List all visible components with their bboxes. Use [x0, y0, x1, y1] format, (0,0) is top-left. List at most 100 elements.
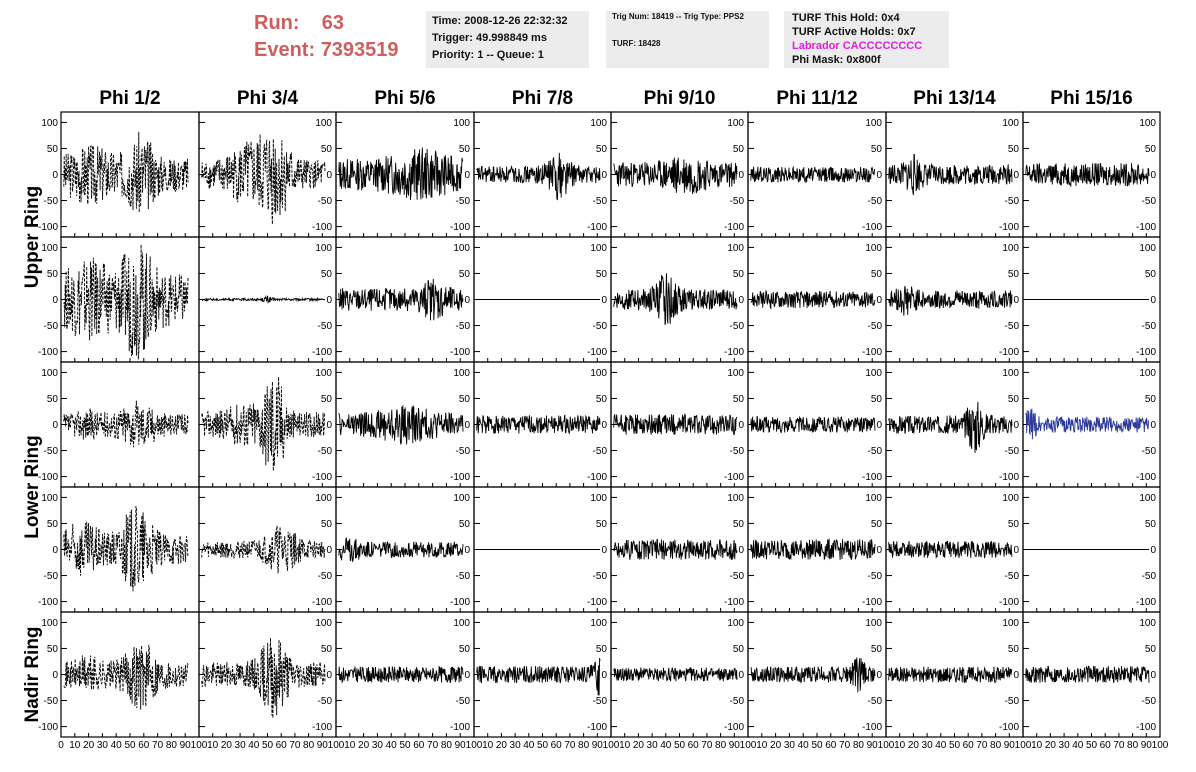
y-tick-label: 0: [601, 170, 607, 181]
waveform-trace: [888, 285, 1013, 316]
y-tick-label: -100: [38, 722, 58, 733]
turf-text: TURF: 18428: [612, 39, 661, 48]
waveform-trace: [888, 666, 1013, 684]
y-tick-label: 50: [733, 269, 745, 280]
x-tick-label: 70: [289, 740, 301, 751]
y-tick-label: 50: [1008, 519, 1020, 530]
x-tick-label: 40: [1072, 740, 1084, 751]
y-tick-label: 0: [601, 670, 607, 681]
y-tick-label: 100: [315, 118, 332, 129]
y-tick-label: -100: [587, 597, 607, 608]
y-tick-label: 100: [590, 493, 607, 504]
y-tick-label: 0: [876, 670, 882, 681]
y-tick-label: -50: [456, 571, 471, 582]
x-tick-label: 20: [770, 740, 782, 751]
x-tick-label: 100: [603, 740, 620, 751]
waveform-trace: [1025, 665, 1150, 683]
y-tick-label: 0: [1013, 295, 1019, 306]
y-tick-label: 50: [1145, 144, 1157, 155]
y-tick-label: -100: [450, 222, 470, 233]
y-tick-label: 50: [596, 644, 608, 655]
y-tick-label: 0: [52, 670, 58, 681]
y-tick-label: 100: [41, 493, 58, 504]
x-tick-label: 70: [1113, 740, 1125, 751]
y-tick-label: 50: [871, 519, 883, 530]
trig-num-text: Trig Num: 18419 -- Trig Type: PPS2: [612, 12, 744, 21]
x-tick-label: 90: [180, 740, 192, 751]
x-tick-label: 50: [949, 740, 961, 751]
y-tick-label: -100: [312, 347, 332, 358]
y-tick-label: 100: [315, 243, 332, 254]
waveform-trace: [888, 401, 1013, 454]
panel-frame: [198, 486, 337, 613]
y-tick-label: -100: [1136, 472, 1156, 483]
y-tick-label: 50: [1008, 644, 1020, 655]
y-tick-label: 50: [733, 144, 745, 155]
x-tick-label: 20: [908, 740, 920, 751]
x-tick-label: 50: [537, 740, 549, 751]
y-tick-label: -50: [730, 321, 745, 332]
x-tick-label: 50: [124, 740, 136, 751]
y-tick-label: -100: [38, 472, 58, 483]
x-tick-label: 100: [466, 740, 483, 751]
y-tick-label: -100: [312, 222, 332, 233]
panel-frame: [610, 486, 749, 613]
x-tick-label: 100: [191, 740, 208, 751]
y-tick-label: -100: [1136, 222, 1156, 233]
y-tick-label: 100: [453, 243, 470, 254]
labrador-text: Labrador CACCCCCCCC: [792, 40, 923, 52]
waveform-trace: [201, 637, 326, 719]
x-tick-label: 30: [647, 740, 659, 751]
y-tick-label: 0: [876, 295, 882, 306]
y-tick-label: -50: [730, 696, 745, 707]
y-tick-label: 50: [459, 644, 471, 655]
y-tick-label: -100: [999, 347, 1019, 358]
waveform-trace: [63, 131, 189, 213]
waveform-trace: [338, 278, 464, 321]
y-tick-label: 0: [1013, 670, 1019, 681]
y-tick-label: -100: [312, 597, 332, 608]
y-tick-label: -100: [450, 472, 470, 483]
y-tick-label: -100: [724, 222, 744, 233]
y-tick-label: -50: [318, 446, 333, 457]
y-tick-label: 0: [326, 170, 332, 181]
y-tick-label: 100: [41, 618, 58, 629]
y-tick-label: 0: [326, 670, 332, 681]
x-tick-label: 90: [1004, 740, 1016, 751]
x-tick-label: 70: [701, 740, 713, 751]
x-tick-label: 100: [740, 740, 757, 751]
x-tick-label: 10: [1031, 740, 1043, 751]
column-title: Phi 13/14: [913, 88, 996, 109]
y-tick-label: 50: [733, 394, 745, 405]
y-tick-label: 50: [1145, 394, 1157, 405]
x-tick-label: 60: [413, 740, 425, 751]
y-tick-label: 0: [52, 545, 58, 556]
x-tick-label: 10: [69, 740, 81, 751]
y-tick-label: -100: [724, 347, 744, 358]
waveform-trace: [201, 134, 326, 225]
panel-frame: [60, 361, 200, 488]
y-tick-label: 0: [876, 420, 882, 431]
y-tick-label: -100: [587, 722, 607, 733]
y-tick-label: 100: [1002, 368, 1019, 379]
y-tick-label: 0: [1013, 545, 1019, 556]
waveform-trace: [63, 505, 189, 592]
trig-info-box: Trig Num: 18419 -- Trig Type: PPS2 TURF:…: [606, 11, 769, 68]
time-info-box: Time: 2008-12-26 22:32:32 Trigger: 49.99…: [426, 11, 589, 68]
y-tick-label: 50: [459, 269, 471, 280]
x-tick-label: 90: [317, 740, 329, 751]
y-tick-label: -50: [1142, 321, 1157, 332]
x-tick-label: 90: [455, 740, 467, 751]
y-tick-label: -100: [587, 222, 607, 233]
y-tick-label: 50: [47, 269, 59, 280]
y-tick-label: 50: [47, 394, 59, 405]
y-tick-label: 100: [865, 243, 882, 254]
turf-active-holds-text: TURF Active Holds: 0x7: [792, 26, 916, 38]
waveform-trace: [750, 538, 876, 561]
y-tick-label: -100: [450, 597, 470, 608]
x-tick-label: 10: [344, 740, 356, 751]
y-tick-label: -50: [44, 571, 59, 582]
y-tick-label: 0: [738, 170, 744, 181]
y-tick-label: 100: [453, 368, 470, 379]
y-tick-label: 50: [733, 519, 745, 530]
